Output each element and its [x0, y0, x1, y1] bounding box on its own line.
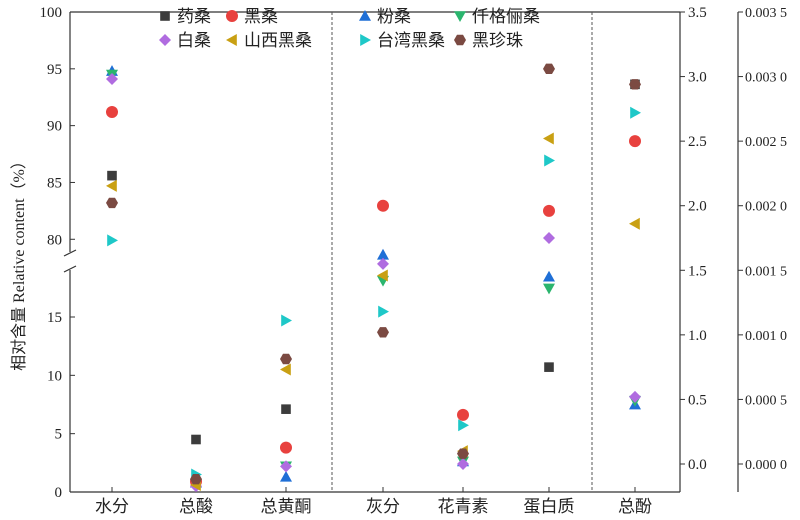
legend-marker [226, 34, 237, 46]
legend-marker [226, 10, 238, 22]
data-point [543, 232, 555, 244]
data-point [280, 441, 292, 454]
data-point [107, 170, 117, 181]
data-point [544, 154, 555, 167]
data-point [458, 419, 469, 432]
data-point [544, 362, 554, 372]
x-tick-label: 水分 [95, 497, 129, 516]
right1-tick-label: 2.0 [688, 199, 707, 215]
data-point [543, 204, 555, 217]
right2-tick-label: 0.000 5 [745, 393, 787, 408]
legend-marker [360, 34, 371, 46]
axis-break-mark [63, 249, 77, 257]
legend-label: 白桑 [177, 31, 211, 50]
data-point [280, 470, 292, 482]
right1-tick-label: 1.0 [688, 328, 707, 344]
data-point [280, 460, 292, 473]
data-point [377, 327, 389, 338]
left-tick-label: 85 [47, 175, 62, 191]
x-tick-label: 总酸 [179, 497, 213, 516]
x-tick-label: 花青素 [438, 497, 489, 516]
data-point [107, 234, 118, 247]
data-point [457, 448, 469, 459]
legend-label: 仟格俪桑 [472, 7, 540, 26]
data-point [191, 434, 201, 445]
data-point [281, 404, 291, 414]
x-tick-label: 灰分 [366, 497, 400, 516]
legend-label: 粉桑 [377, 7, 411, 26]
data-point [106, 179, 117, 192]
data-point [543, 132, 554, 145]
right2-tick-label: 0.003 5 [745, 6, 787, 21]
left-tick-label: 80 [47, 232, 62, 248]
data-point [377, 199, 389, 212]
right2-tick-label: 0.002 0 [745, 200, 787, 215]
x-tick-label: 蛋白质 [524, 497, 575, 516]
data-point [281, 314, 292, 327]
data-point [543, 270, 555, 282]
data-point [457, 408, 469, 421]
right2-tick-label: 0.000 0 [745, 458, 787, 473]
right2-tick-label: 0.001 5 [745, 264, 787, 279]
legend-marker [454, 11, 466, 22]
legend-label: 药桑 [177, 7, 211, 26]
data-point [543, 63, 555, 75]
right2-tick-label: 0.001 0 [745, 329, 787, 344]
right1-tick-label: 3.0 [688, 70, 707, 86]
left-tick-label: 95 [47, 62, 62, 78]
data-point [190, 473, 202, 485]
legend-label: 台湾黑桑 [377, 31, 445, 50]
data-point [280, 363, 291, 376]
points-layer [106, 63, 641, 493]
data-point [630, 106, 641, 119]
axis-break-mark [63, 265, 77, 273]
legend-label: 山西黑桑 [244, 31, 312, 50]
right1-tick-label: 2.5 [688, 134, 707, 150]
right1-tick-label: 3.5 [688, 5, 707, 21]
data-point [280, 353, 292, 365]
data-point [106, 197, 118, 209]
legend-marker [160, 11, 170, 21]
data-point [629, 217, 640, 230]
legend-marker [159, 34, 171, 46]
data-point [106, 106, 118, 118]
left-tick-label: 100 [40, 5, 63, 21]
data-point [629, 79, 641, 90]
left-tick-label: 5 [55, 427, 63, 443]
data-point [377, 248, 389, 260]
legend-marker [359, 10, 371, 21]
x-tick-label: 总酚 [618, 497, 652, 516]
y-axis-label: 相对含量 Relative content（%） [10, 153, 28, 371]
right2-tick-label: 0.002 5 [745, 135, 787, 150]
data-point [378, 305, 389, 318]
data-point [543, 283, 555, 295]
data-point [106, 73, 118, 86]
legend-label: 黑珍珠 [472, 31, 523, 50]
left-tick-label: 10 [47, 368, 62, 384]
left-tick-label: 15 [47, 310, 62, 326]
left-tick-label: 0 [55, 485, 63, 501]
right1-tick-label: 1.5 [688, 263, 707, 279]
legend-marker [454, 34, 466, 46]
left-tick-label: 90 [47, 119, 62, 135]
right1-tick-label: 0.0 [688, 457, 707, 473]
x-tick-label: 总黄酮 [261, 497, 312, 516]
right1-tick-label: 0.5 [688, 392, 707, 408]
data-point [377, 257, 389, 270]
data-point [377, 269, 388, 282]
data-point [629, 390, 641, 403]
right2-tick-label: 0.003 0 [745, 71, 787, 86]
data-point [457, 458, 469, 470]
axes-layer: 0 5 10 15 80 85 90 95 100 0.0 0.5 1.0 1.5 2.0 2.5 3.0 3.… [10, 5, 787, 516]
legend-label: 黑桑 [244, 7, 278, 26]
data-point [629, 135, 641, 148]
